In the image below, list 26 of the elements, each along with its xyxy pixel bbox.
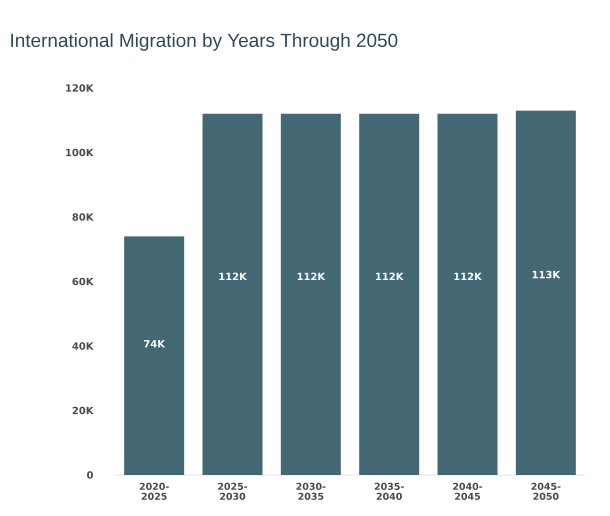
bar [280,114,341,475]
data-label: 113K [532,270,560,278]
bar [438,114,498,475]
bar [359,114,420,475]
y-tick-label: 120K [66,84,94,92]
data-label: 74K [144,340,166,348]
data-label: 112K [454,272,482,280]
x-tick-label: 2025-2030 [218,482,248,500]
data-label: 112K [376,272,404,280]
chart-title: International Migration by Years Through 2050 [11,33,398,51]
x-tick-label: 2035-2040 [374,482,404,500]
x-tick-label: 2045-2050 [531,482,560,500]
bar [516,110,576,475]
x-tick-label: 2040-2045 [453,482,482,500]
y-tick-label: 80K [72,213,94,221]
x-tick-label: 2030-2035 [296,482,326,500]
bar [202,114,262,475]
x-tick-label: 2020-2025 [140,482,169,500]
y-tick-label: 20K [72,406,94,414]
bar [124,236,184,475]
data-label: 112K [219,272,248,280]
y-tick-label: 100K [66,148,94,156]
data-label: 112K [298,272,326,280]
y-tick-label: 60K [72,278,94,286]
y-tick-label: 0 [87,471,93,479]
y-tick-label: 40K [72,342,94,350]
